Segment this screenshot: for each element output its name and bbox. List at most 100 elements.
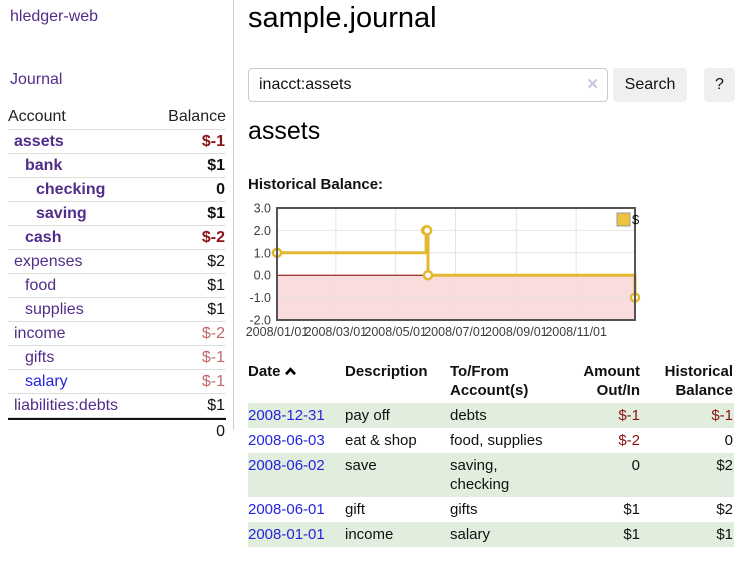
transaction-amount: $-1 [618, 407, 640, 424]
transaction-accounts: saving, checking [450, 457, 510, 493]
account-link[interactable]: supplies [25, 301, 84, 318]
account-link[interactable]: assets [14, 133, 64, 150]
app-title-link[interactable]: hledger-web [10, 8, 99, 25]
chart-border [276, 207, 636, 321]
y-axis-label: -1.0 [249, 291, 271, 305]
transaction-balance: $1 [716, 526, 733, 543]
account-row-bank: bank $1 [8, 154, 226, 178]
transaction-amount: 0 [631, 457, 640, 474]
register-rows: 2008-12-31 pay off debts $-1 $-1 2008-06-03 ea… [248, 403, 734, 547]
balance-column-header: Balance [168, 108, 226, 125]
clear-search-icon[interactable]: ✕ [586, 76, 599, 93]
transaction-date-link[interactable]: 2008-06-02 [248, 457, 325, 474]
account-balance: $-1 [201, 133, 225, 150]
search-input[interactable] [248, 68, 608, 102]
transaction-description: eat & shop [345, 432, 417, 449]
sort-ascending-icon [284, 367, 296, 376]
transaction-amount: $1 [623, 526, 640, 543]
x-axis-label: 2008/09/01 [485, 325, 548, 339]
date-column-header[interactable]: Date [248, 362, 345, 403]
register-table: Date Description To/From Account(s) Amou… [248, 362, 734, 547]
transaction-accounts: food, supplies [450, 432, 543, 449]
transaction-date-cell: 2008-06-03 [248, 428, 345, 453]
account-row-salary: salary $-1 [8, 370, 226, 394]
account-heading: assets [248, 117, 321, 145]
account-balance: $1 [207, 157, 225, 174]
page-title: sample.journal [248, 2, 437, 34]
x-axis-label: 2008/03/01 [305, 325, 368, 339]
account-row-saving: saving $1 [8, 202, 226, 226]
register-row: 2008-06-02 save saving, checking 0 $2 [248, 453, 734, 497]
help-button[interactable]: ? [704, 68, 735, 102]
transaction-date-cell: 2008-06-02 [248, 453, 345, 497]
transaction-date-link[interactable]: 2008-12-31 [248, 407, 325, 424]
account-balance: $-1 [201, 373, 225, 390]
transaction-date-link[interactable]: 2008-06-01 [248, 501, 325, 518]
sidebar-item-journal[interactable]: Journal [10, 71, 63, 88]
account-link[interactable]: liabilities:debts [14, 397, 119, 414]
legend-label: $ [632, 212, 640, 227]
transaction-balance: $2 [716, 457, 733, 474]
amount-column-header: Amount Out/In [583, 363, 640, 399]
y-axis-label: -2.0 [249, 314, 271, 328]
account-row-checking: checking 0 [8, 178, 226, 202]
transaction-balance: $2 [716, 501, 733, 518]
transaction-date-link[interactable]: 2008-01-01 [248, 526, 325, 543]
account-column-header: Account [8, 108, 66, 125]
account-balance: $-2 [201, 229, 225, 246]
date-column-label: Date [248, 363, 281, 380]
account-row-income: income $-2 [8, 322, 226, 346]
y-axis-label: 0.0 [254, 269, 271, 283]
x-axis-label: 2008/11/01 [545, 325, 607, 339]
account-balance: $1 [207, 397, 225, 414]
accounts-column-header: To/From Account(s) [450, 363, 529, 399]
account-link[interactable]: bank [25, 157, 63, 174]
accounts-table-header: Account Balance [8, 104, 226, 130]
account-row-assets: assets $-1 [8, 130, 226, 154]
account-link[interactable]: gifts [25, 349, 55, 366]
transaction-description: gift [345, 501, 366, 518]
transaction-amount: $-2 [618, 432, 640, 449]
search-form: ✕ Search ? [248, 68, 742, 104]
transaction-accounts: debts [450, 407, 487, 424]
account-link[interactable]: expenses [14, 253, 83, 270]
transaction-accounts: salary [450, 526, 491, 543]
account-row-food: food $1 [8, 274, 226, 298]
account-link[interactable]: cash [25, 229, 62, 246]
register-row: 2008-12-31 pay off debts $-1 $-1 [248, 403, 734, 428]
chart-point-marker [422, 269, 434, 281]
register-row: 2008-01-01 income salary $1 $1 [248, 522, 734, 547]
balance-column-header-register: Historical Balance [664, 363, 733, 399]
register-header-row: Date Description To/From Account(s) Amou… [248, 362, 734, 403]
transaction-balance: $-1 [711, 407, 733, 424]
search-button[interactable]: Search [613, 68, 687, 102]
account-link[interactable]: saving [36, 205, 87, 222]
y-axis-label: 1.0 [254, 246, 271, 260]
account-row-cash: cash $-2 [8, 226, 226, 250]
transaction-date-cell: 2008-01-01 [248, 522, 345, 547]
account-row-expenses: expenses $2 [8, 250, 226, 274]
transaction-description: income [345, 526, 394, 543]
account-balance: $-1 [201, 349, 225, 366]
sidebar-divider [233, 0, 234, 430]
search-box: ✕ [248, 68, 608, 102]
y-axis-label: 3.0 [254, 202, 271, 216]
transaction-description: save [345, 457, 377, 474]
account-link[interactable]: food [25, 277, 57, 294]
transaction-date-link[interactable]: 2008-06-03 [248, 432, 325, 449]
accounts-total-balance: 0 [216, 423, 225, 440]
x-axis-label: 2008/07/01 [424, 325, 487, 339]
accounts-total-row: 0 [8, 418, 226, 442]
description-column-header: Description [345, 363, 428, 380]
account-link[interactable]: salary [25, 373, 68, 390]
account-link[interactable]: checking [36, 181, 106, 198]
transaction-accounts: gifts [450, 501, 478, 518]
account-link[interactable]: income [14, 325, 66, 342]
y-axis-label: 2.0 [254, 224, 271, 238]
historical-balance-chart: $3.0 2.0 1.0 0.0 -1.0 -2.02008/01/012008/03/0… [246, 202, 641, 339]
account-balance: $1 [207, 205, 225, 222]
account-row-liabilities-debts: liabilities:debts $1 [8, 394, 226, 418]
chart-point-marker [421, 225, 433, 236]
account-balance: 0 [216, 181, 225, 198]
legend-swatch [616, 212, 631, 227]
